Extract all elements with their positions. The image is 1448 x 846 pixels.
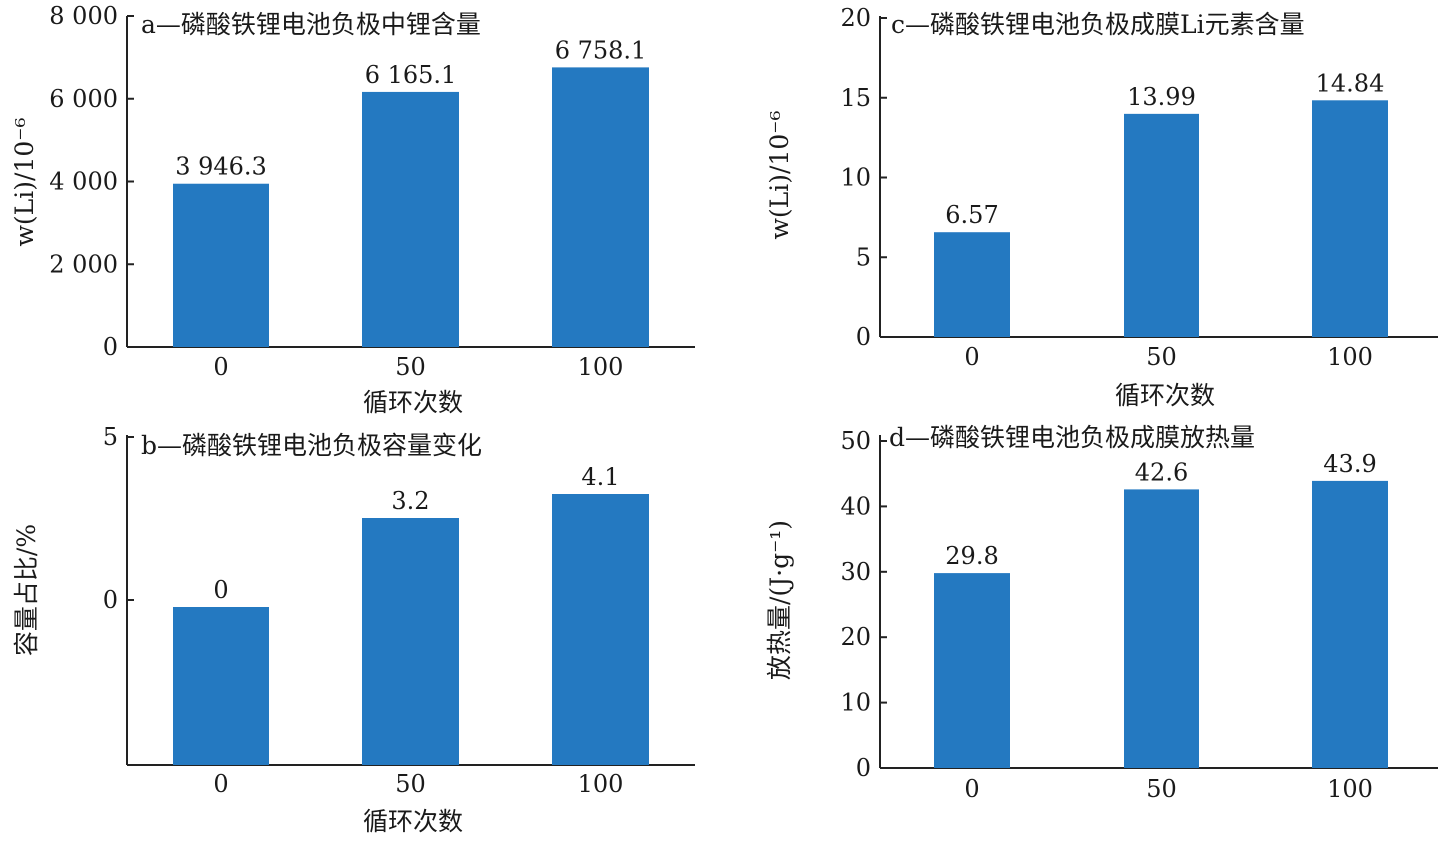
y-tick-label: 10	[840, 689, 871, 717]
y-axis-label: w(Li)/10⁻⁶	[10, 118, 39, 247]
y-tick-label: 0	[103, 333, 118, 361]
bar-50	[362, 518, 459, 765]
y-tick-label: 30	[840, 558, 871, 586]
panel-title: c—磷酸铁锂电池负极成膜Li元素含量	[891, 10, 1305, 39]
x-tick-label: 50	[1146, 775, 1177, 803]
y-tick-label: 8 000	[49, 2, 118, 30]
y-axis-label: 放热量/(J·g⁻¹)	[765, 520, 794, 680]
bar-value-label: 43.9	[1323, 450, 1376, 478]
bar-0	[934, 232, 1010, 337]
bar-value-label: 13.99	[1127, 83, 1196, 111]
bar-value-label: 6.57	[945, 201, 998, 229]
y-tick-label: 20	[840, 623, 871, 651]
x-tick-label: 50	[1146, 343, 1177, 371]
bar-50	[1124, 489, 1199, 768]
bar-100	[552, 494, 649, 765]
bar-value-label: 6 165.1	[365, 61, 457, 89]
panel-title: a—磷酸铁锂电池负极中锂含量	[141, 10, 481, 39]
panel-c-chart: 0 5 10 15 20 6.57 0 13.99 50 14.84 100 c—磷酸铁锂电池负极成膜…	[765, 4, 1438, 410]
x-tick-label: 0	[964, 343, 979, 371]
y-tick-label: 40	[840, 492, 871, 520]
panel-title: d—磷酸铁锂电池负极成膜放热量	[889, 423, 1255, 452]
y-tick-label: 0	[856, 323, 871, 351]
bar-0	[173, 183, 269, 347]
y-tick-label: 20	[840, 4, 871, 32]
panel-title: b—磷酸铁锂电池负极容量变化	[141, 431, 482, 460]
x-tick-label: 0	[213, 353, 228, 381]
bar-100	[552, 67, 649, 348]
bar-50	[1124, 113, 1199, 337]
y-tick-label: 0	[103, 586, 118, 614]
bar-0	[934, 573, 1010, 768]
x-tick-label: 50	[395, 353, 426, 381]
y-tick-label: 10	[840, 164, 871, 192]
bar-value-label: 0	[213, 576, 228, 604]
y-tick-label: 50	[840, 427, 871, 455]
bar-50	[362, 91, 459, 347]
bar-100	[1312, 100, 1388, 337]
panel-a-chart: 0 2 000 4 000 6 000 8 000 3 946.3 0 6 165.1 50 6 …	[10, 2, 695, 417]
bar-value-label: 14.84	[1316, 69, 1385, 97]
y-tick-label: 5	[103, 423, 118, 451]
y-tick-label: 4 000	[49, 168, 118, 196]
x-tick-label: 100	[578, 770, 624, 798]
bar-value-label: 6 758.1	[555, 36, 647, 64]
x-tick-label: 0	[213, 770, 228, 798]
y-axis-label: 容量占比/%	[12, 524, 41, 656]
y-tick-label: 5	[856, 243, 871, 271]
x-tick-label: 50	[395, 770, 426, 798]
bar-value-label: 42.6	[1135, 458, 1188, 486]
bar-value-label: 3.2	[391, 487, 429, 515]
x-tick-label: 100	[1327, 343, 1373, 371]
y-tick-label: 15	[840, 84, 871, 112]
panel-d-chart: 0 10 20 30 40 50 29.8 0 42.6 50 43.9 100 d—磷酸铁锂电池负极成…	[765, 423, 1438, 803]
x-axis-label: 循环次数	[1115, 381, 1215, 410]
x-axis-label: 循环次数	[363, 388, 463, 417]
x-tick-label: 0	[964, 775, 979, 803]
bar-0	[173, 607, 269, 765]
y-tick-label: 2 000	[49, 250, 118, 278]
y-tick-label: 6 000	[49, 85, 118, 113]
y-tick-label: 0	[856, 754, 871, 782]
bar-value-label: 29.8	[945, 542, 998, 570]
bar-value-label: 3 946.3	[175, 153, 267, 181]
y-axis-label: w(Li)/10⁻⁶	[765, 111, 794, 240]
bar-100	[1312, 480, 1388, 768]
x-axis-label: 循环次数	[363, 807, 463, 836]
bar-value-label: 4.1	[581, 463, 619, 491]
x-tick-label: 100	[1327, 775, 1373, 803]
x-tick-label: 100	[578, 353, 624, 381]
